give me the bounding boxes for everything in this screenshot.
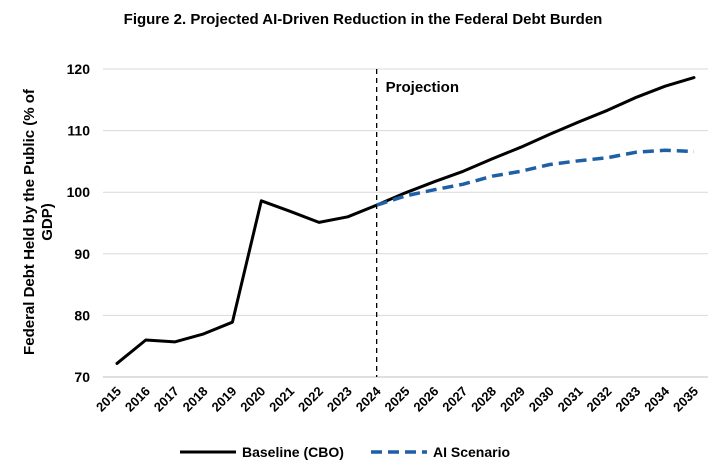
- x-tick-label: 2020: [237, 384, 268, 415]
- x-axis-ticks: 2015201620172018201920202021202220232024…: [93, 383, 701, 415]
- series-lines: [115, 76, 696, 365]
- projection-annotation: Projection: [386, 79, 459, 96]
- y-tick-label: 120: [67, 61, 91, 77]
- y-tick-label: 90: [74, 246, 90, 262]
- baseline-line: [115, 76, 696, 365]
- x-tick-label: 2016: [122, 384, 153, 415]
- x-tick-label: 2018: [180, 384, 211, 415]
- y-tick-label: 110: [67, 123, 90, 139]
- legend: Baseline (CBO) AI Scenario: [180, 444, 510, 460]
- x-tick-label: 2017: [151, 384, 182, 415]
- x-tick-label: 2033: [612, 384, 643, 415]
- x-tick-label: 2027: [439, 384, 470, 415]
- y-axis-label: Federal Debt Held by the Public (% of GD…: [21, 88, 56, 355]
- x-tick-label: 2023: [324, 384, 355, 415]
- x-tick-label: 2031: [555, 384, 586, 415]
- x-tick-label: 2015: [93, 384, 124, 415]
- y-axis-ticks: 70 80 90 100 110 120: [67, 61, 91, 385]
- y-axis-label-line-1: Federal Debt Held by the Public (% of: [21, 88, 38, 355]
- legend-label-baseline: Baseline (CBO): [242, 444, 344, 460]
- x-tick-label: 2034: [641, 383, 673, 415]
- x-tick-label: 2025: [382, 384, 413, 415]
- x-tick-label: 2035: [670, 384, 701, 415]
- x-tick-label: 2032: [584, 384, 615, 415]
- x-tick-label: 2022: [295, 384, 326, 415]
- x-tick-label: 2024: [353, 383, 385, 415]
- x-tick-label: 2030: [526, 384, 557, 415]
- chart-title: Figure 2. Projected AI-Driven Reduction …: [124, 11, 603, 28]
- x-tick-label: 2028: [468, 384, 499, 415]
- y-tick-label: 70: [74, 369, 90, 385]
- x-tick-label: 2021: [266, 384, 297, 415]
- legend-label-ai-scenario: AI Scenario: [433, 444, 510, 460]
- x-tick-label: 2019: [208, 384, 239, 415]
- y-tick-label: 80: [74, 307, 90, 323]
- x-tick-label: 2029: [497, 384, 528, 415]
- y-tick-label: 100: [67, 184, 91, 200]
- y-axis-label-line-2: GDP): [39, 203, 56, 241]
- ai-scenario-line: [376, 148, 695, 207]
- x-tick-label: 2026: [410, 384, 441, 415]
